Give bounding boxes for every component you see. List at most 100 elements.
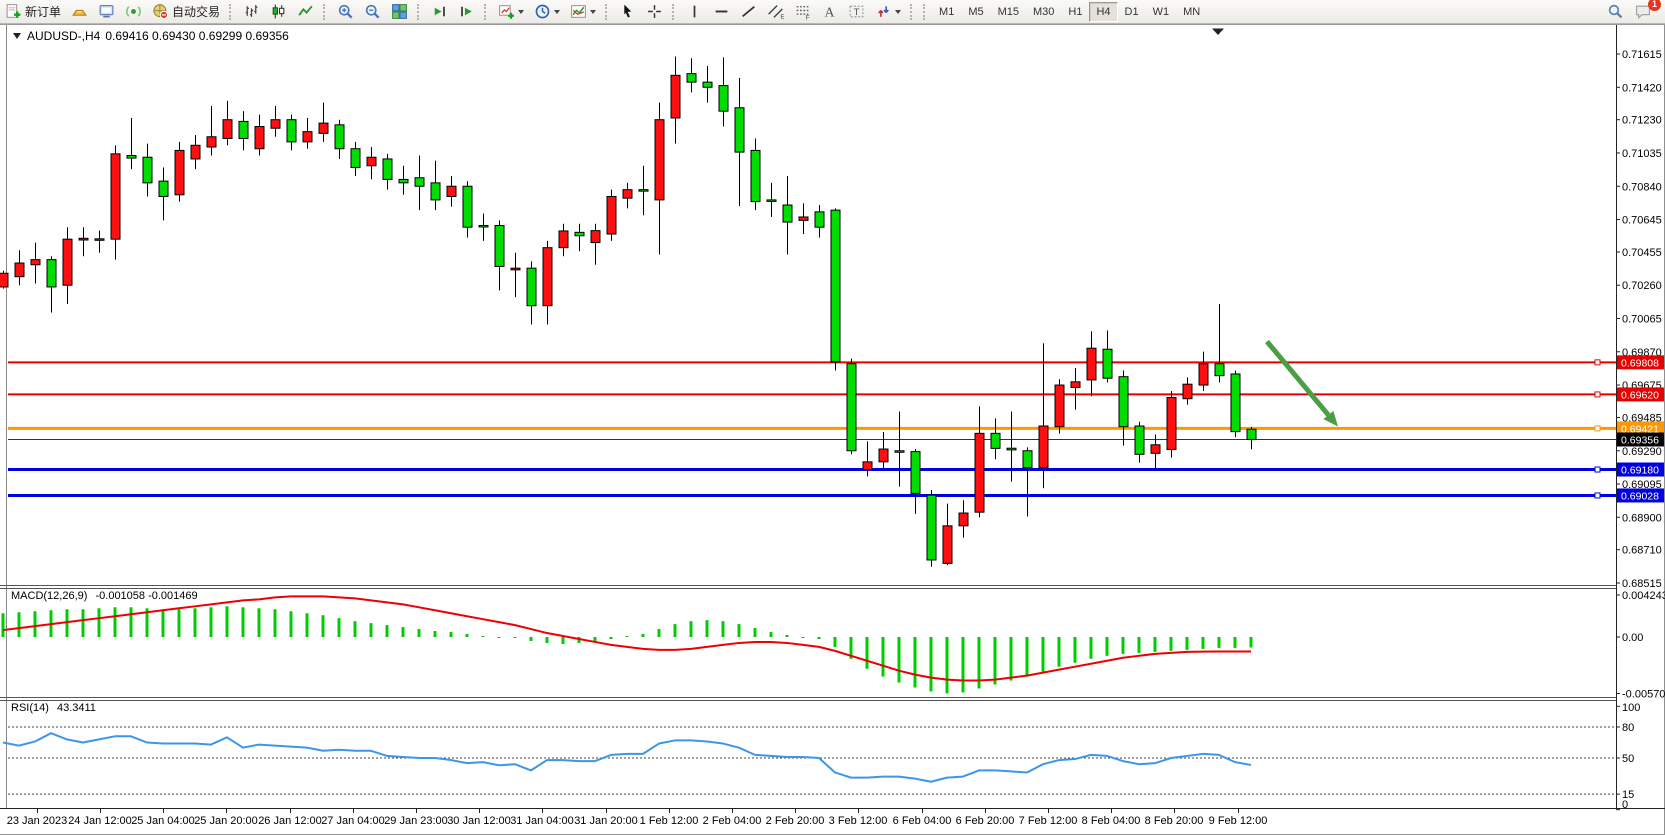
toolbar-button-zoom-out[interactable] <box>360 1 385 23</box>
toolbar-button-bar-chart[interactable] <box>239 1 264 23</box>
toolbar-button-group: 新订单 自动交易 E F A T <box>0 1 919 23</box>
svg-text:-0.005709: -0.005709 <box>1622 689 1665 701</box>
timeframe-tab-w1[interactable]: W1 <box>1152 5 1170 18</box>
svg-text:0.71035: 0.71035 <box>1622 148 1662 160</box>
fibo-icon: F <box>794 3 811 20</box>
toolbar-button-new-chart[interactable] <box>494 1 528 23</box>
svg-text:100: 100 <box>1622 702 1640 714</box>
svg-text:0.71420: 0.71420 <box>1622 82 1662 94</box>
toolbar-right-group: 1 <box>1602 0 1661 23</box>
rsi-name: RSI(14) <box>11 702 49 714</box>
timeframe-tab-m1[interactable]: M1 <box>939 5 955 18</box>
svg-text:0.68900: 0.68900 <box>1622 512 1662 524</box>
svg-text:0.69180: 0.69180 <box>1621 465 1659 477</box>
toolbar-button-arrows[interactable] <box>871 1 905 23</box>
timeframe-tab-h1[interactable]: H1 <box>1068 5 1083 18</box>
candlestick-icon <box>270 3 287 20</box>
svg-text:0.69620: 0.69620 <box>1621 389 1659 401</box>
toolbar-grip <box>605 3 610 20</box>
svg-text:30 Jan 12:00: 30 Jan 12:00 <box>447 815 511 827</box>
svg-text:0.00: 0.00 <box>1622 632 1643 644</box>
signal-icon <box>125 3 142 20</box>
svg-text:0.69095: 0.69095 <box>1622 479 1662 491</box>
toolbar-button-autotrading[interactable]: 自动交易 <box>148 1 224 23</box>
toolbar-button-cursor[interactable] <box>615 1 640 23</box>
timeframe-tab-mn[interactable]: MN <box>1183 5 1201 18</box>
svg-text:31 Jan 20:00: 31 Jan 20:00 <box>574 815 638 827</box>
tile-windows-icon <box>391 3 408 20</box>
bar-chart-icon <box>243 3 260 20</box>
macd-name: MACD(12,26,9) <box>11 590 88 602</box>
toolbar-button-periods[interactable] <box>530 1 564 23</box>
notification-badge: 1 <box>1648 0 1661 11</box>
svg-text:6 Feb 04:00: 6 Feb 04:00 <box>893 815 952 827</box>
search-button[interactable] <box>1603 1 1628 23</box>
crosshair-icon <box>646 3 663 20</box>
timeframe-tab-m30[interactable]: M30 <box>1033 5 1055 18</box>
toolbar-button-crosshair[interactable] <box>642 1 667 23</box>
toolbar-grip <box>417 3 422 20</box>
indicators-icon <box>570 3 587 20</box>
hline-icon <box>713 3 730 20</box>
svg-text:25 Jan 04:00: 25 Jan 04:00 <box>131 815 195 827</box>
toolbar-button-auto-scroll[interactable] <box>427 1 452 23</box>
svg-text:0.69421: 0.69421 <box>1621 423 1659 435</box>
toolbar-button-new-order[interactable]: 新订单 <box>1 1 65 23</box>
toolbar-button-text-label[interactable]: T <box>844 1 869 23</box>
vline-icon <box>686 3 703 20</box>
chart-shift-icon <box>458 3 475 20</box>
timeframe-tab-h4[interactable]: H4 <box>1089 1 1118 22</box>
gold-bars-icon <box>71 3 88 20</box>
svg-text:25 Jan 20:00: 25 Jan 20:00 <box>194 815 258 827</box>
toolbar-button-line-chart[interactable] <box>293 1 318 23</box>
svg-text:0.68710: 0.68710 <box>1622 545 1662 557</box>
svg-text:2 Feb 20:00: 2 Feb 20:00 <box>766 815 825 827</box>
svg-text:27 Jan 04:00: 27 Jan 04:00 <box>321 815 385 827</box>
ohlc-values: 0.69416 0.69430 0.69299 0.69356 <box>105 29 289 43</box>
chart-title: AUDUSD-,H4 0.69416 0.69430 0.69299 0.693… <box>13 29 289 43</box>
terminal-icon <box>98 3 115 20</box>
toolbar-button-vertical-line[interactable] <box>682 1 707 23</box>
svg-text:0.70455: 0.70455 <box>1622 247 1662 259</box>
svg-text:8 Feb 20:00: 8 Feb 20:00 <box>1145 815 1204 827</box>
chevron-down-icon <box>554 9 561 14</box>
chevron-down-icon <box>13 33 21 39</box>
svg-text:50: 50 <box>1622 753 1634 765</box>
zoom-in-icon <box>337 3 354 20</box>
svg-text:80: 80 <box>1622 722 1634 734</box>
timeframe-tab-m5[interactable]: M5 <box>968 5 984 18</box>
toolbar-button-trendline[interactable] <box>736 1 761 23</box>
toolbar-button-signals[interactable] <box>121 1 146 23</box>
toolbar-button-templates[interactable] <box>566 1 600 23</box>
toolbar-button-terminal[interactable] <box>94 1 119 23</box>
toolbar-button-chart-shift[interactable] <box>454 1 479 23</box>
toolbar-button-tile-windows[interactable] <box>387 1 412 23</box>
toolbar-button-zoom-in[interactable] <box>333 1 358 23</box>
svg-text:0.004243: 0.004243 <box>1622 590 1665 602</box>
toolbar-button-fibonacci[interactable]: F <box>790 1 815 23</box>
toolbar-grip <box>910 3 915 20</box>
toolbar-button-text[interactable]: A <box>817 1 842 23</box>
arrows-icon <box>875 3 892 20</box>
svg-text:0.70065: 0.70065 <box>1622 314 1662 326</box>
label-icon: T <box>848 3 865 20</box>
notifications-button[interactable]: 1 <box>1630 0 1661 23</box>
trendline-icon <box>740 3 757 20</box>
toolbar-grip <box>923 3 928 20</box>
toolbar-button-horizontal-line[interactable] <box>709 1 734 23</box>
toolbar-button-equidistant-channel[interactable]: E <box>763 1 788 23</box>
svg-text:T: T <box>854 7 860 18</box>
timeframe-toolbar: M1 M5 M15 M30 H1 H4 D1 W1 MN <box>932 1 1207 22</box>
timeframe-tab-d1[interactable]: D1 <box>1124 5 1139 18</box>
toolbar-button-candlestick-chart[interactable] <box>266 1 291 23</box>
toolbar-grip <box>672 3 677 20</box>
svg-text:0.69356: 0.69356 <box>1621 434 1659 446</box>
svg-text:31 Jan 04:00: 31 Jan 04:00 <box>510 815 574 827</box>
svg-text:0.70260: 0.70260 <box>1622 280 1662 292</box>
new-order-icon <box>5 3 22 20</box>
toolbar-button-market-watch[interactable] <box>67 1 92 23</box>
timeframe-tab-m15[interactable]: M15 <box>997 5 1019 18</box>
search-icon <box>1607 3 1624 20</box>
